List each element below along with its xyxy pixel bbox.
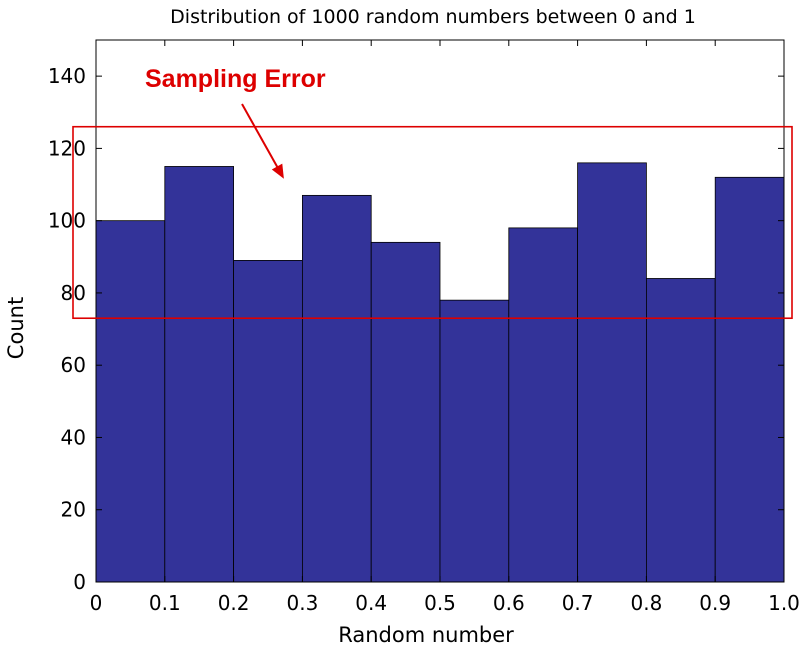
axis-ticks xyxy=(95,40,785,583)
histogram-bar xyxy=(95,220,166,583)
annotation-highlight-box xyxy=(72,125,793,320)
annotation-arrowhead xyxy=(271,163,284,179)
annotation-label: Sampling Error xyxy=(145,65,326,93)
x-tick-label: 0.2 xyxy=(218,591,250,615)
sampling-error-annotation: Sampling Error xyxy=(72,65,793,320)
y-tick-label: 140 xyxy=(48,64,86,88)
histogram-bar xyxy=(439,299,510,583)
x-tick-label: 0.8 xyxy=(630,591,662,615)
chart-title: Distribution of 1000 random numbers betw… xyxy=(170,6,696,28)
histogram-bar xyxy=(714,176,785,583)
x-tick-label: 1.0 xyxy=(768,591,800,615)
x-tick-label: 0 xyxy=(90,591,103,615)
annotation-arrow xyxy=(241,103,280,171)
y-tick-label: 0 xyxy=(73,570,86,594)
histogram-bar xyxy=(233,260,303,583)
histogram-bar xyxy=(577,162,647,583)
histogram-bar xyxy=(164,166,235,583)
x-tick-label: 0.9 xyxy=(699,591,731,615)
y-axis-label: Count xyxy=(4,297,28,359)
x-tick-label: 0.6 xyxy=(493,591,525,615)
histogram-bar xyxy=(370,241,441,583)
x-tick-label: 0.5 xyxy=(424,591,456,615)
histogram-bar xyxy=(646,278,716,583)
x-tick-label: 0.4 xyxy=(355,591,387,615)
y-tick-label: 40 xyxy=(61,425,86,449)
x-axis-label: Random number xyxy=(338,623,514,647)
y-tick-label: 60 xyxy=(61,353,86,377)
x-tick-label: 0.3 xyxy=(286,591,318,615)
histogram-bar xyxy=(301,194,372,583)
y-tick-label: 120 xyxy=(48,136,86,160)
x-tick-label: 0.7 xyxy=(562,591,594,615)
histogram-bar xyxy=(508,227,578,583)
y-tick-label: 20 xyxy=(61,498,86,522)
x-tick-label: 0.1 xyxy=(149,591,181,615)
y-tick-label: 100 xyxy=(48,209,86,233)
bars-group xyxy=(95,162,785,583)
